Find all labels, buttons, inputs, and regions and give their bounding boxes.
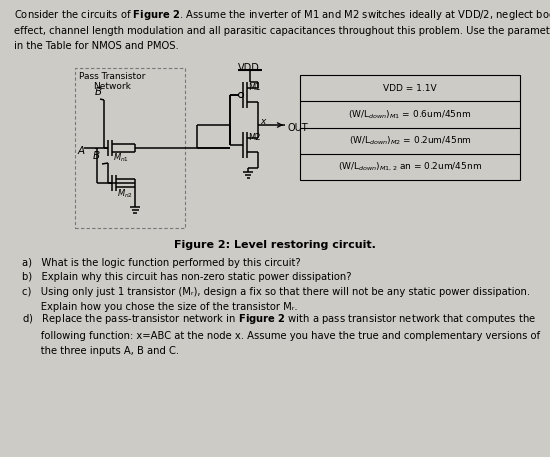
Text: M2: M2 [248, 133, 261, 142]
Text: (W/L$_{down}$)$_{M1}$ = 0.6um/45nm: (W/L$_{down}$)$_{M1}$ = 0.6um/45nm [348, 108, 472, 121]
Text: a)   What is the logic function performed by this circuit?: a) What is the logic function performed … [22, 258, 301, 268]
Text: x: x [260, 117, 265, 126]
Text: (W/L$_{down}$)$_{M2}$ = 0.2um/45nm: (W/L$_{down}$)$_{M2}$ = 0.2um/45nm [349, 134, 471, 147]
Text: Consider the circuits of $\bf{Figure\ 2}$. Assume the inverter of M1 and M2 swit: Consider the circuits of $\bf{Figure\ 2}… [14, 8, 550, 51]
Text: d)   Replace the pass-transistor network in $\bf{Figure\ 2}$ with a pass transis: d) Replace the pass-transistor network i… [22, 312, 540, 356]
Text: Pass Transistor: Pass Transistor [79, 72, 145, 81]
Text: c)   Using only just 1 transistor (Mᵣ), design a fix so that there will not be a: c) Using only just 1 transistor (Mᵣ), de… [22, 287, 530, 312]
Text: OUT: OUT [288, 123, 309, 133]
Text: (W/L$_{down}$)$_{M1,2}$ an = 0.2um/45nm: (W/L$_{down}$)$_{M1,2}$ an = 0.2um/45nm [338, 161, 482, 173]
Text: VDD: VDD [238, 63, 260, 73]
Text: $M_{n1}$: $M_{n1}$ [113, 152, 129, 165]
Text: $M_{n2}$: $M_{n2}$ [117, 188, 133, 201]
Text: b)   Explain why this circuit has non-zero static power dissipation?: b) Explain why this circuit has non-zero… [22, 272, 351, 282]
Text: VDD = 1.1V: VDD = 1.1V [383, 84, 437, 93]
Text: $\bar{B}$: $\bar{B}$ [92, 148, 100, 162]
Text: B: B [95, 87, 102, 97]
Text: Network: Network [93, 82, 131, 91]
Text: Figure 2: Level restoring circuit.: Figure 2: Level restoring circuit. [174, 240, 376, 250]
Text: M1: M1 [248, 83, 261, 92]
Text: A: A [78, 146, 85, 156]
